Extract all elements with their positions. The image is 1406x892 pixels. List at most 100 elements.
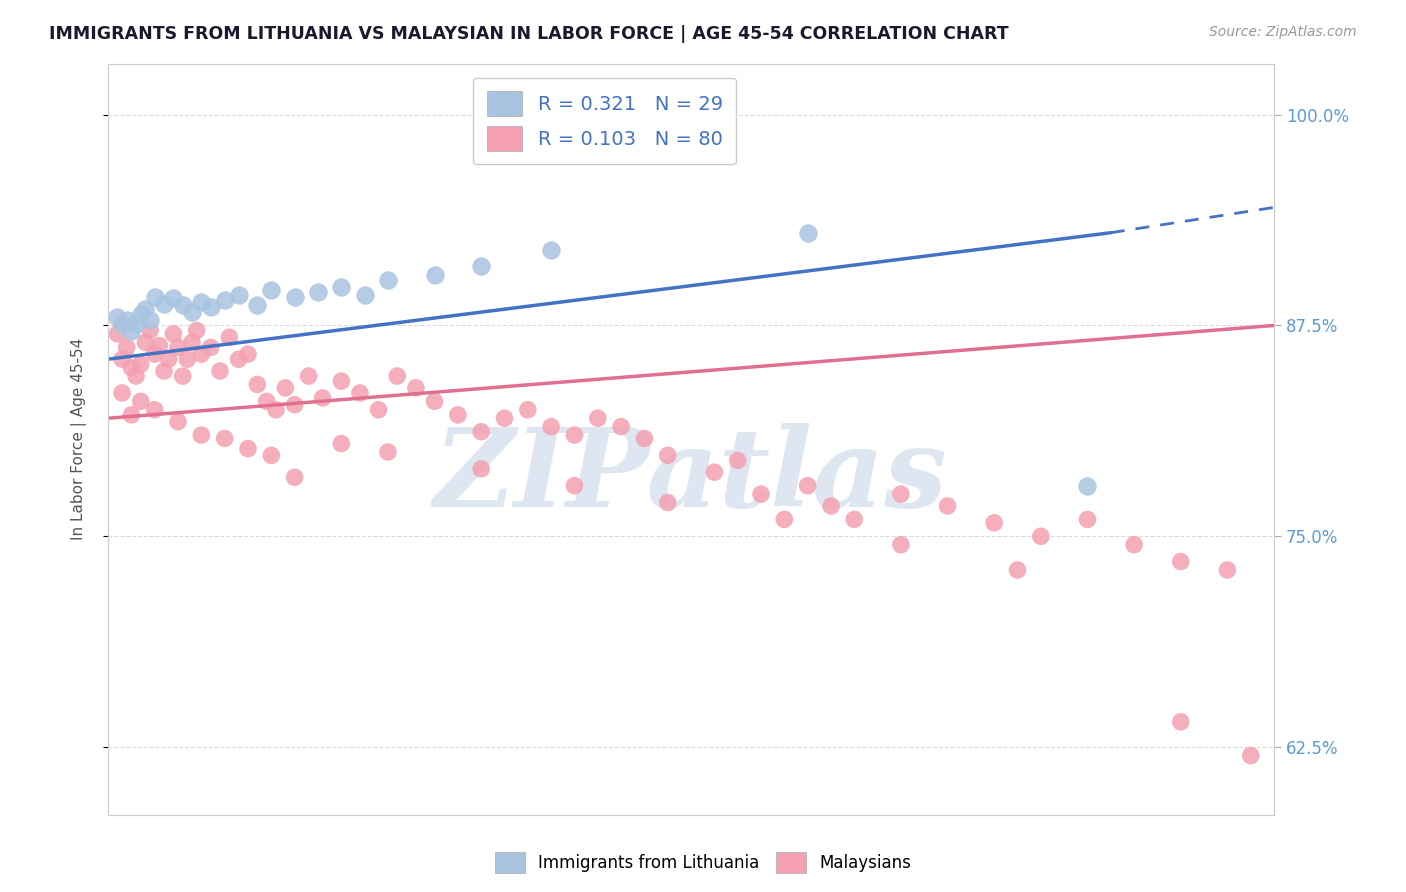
- Point: [983, 516, 1005, 530]
- Point: [190, 428, 212, 442]
- Point: [405, 381, 427, 395]
- Point: [143, 290, 166, 304]
- Point: [564, 428, 586, 442]
- Point: [890, 538, 912, 552]
- Point: [228, 352, 250, 367]
- Point: [749, 487, 772, 501]
- Point: [181, 305, 204, 319]
- Legend: R = 0.321   N = 29, R = 0.103   N = 80: R = 0.321 N = 29, R = 0.103 N = 80: [474, 78, 737, 164]
- Point: [1029, 529, 1052, 543]
- Point: [284, 398, 307, 412]
- Point: [143, 347, 166, 361]
- Point: [176, 352, 198, 367]
- Point: [236, 347, 259, 361]
- Point: [423, 394, 446, 409]
- Point: [330, 279, 353, 293]
- Point: [311, 391, 333, 405]
- Point: [111, 352, 134, 367]
- Text: ZIPatlas: ZIPatlas: [434, 423, 948, 531]
- Point: [564, 478, 586, 492]
- Point: [387, 369, 409, 384]
- Point: [129, 394, 152, 409]
- Point: [540, 243, 562, 257]
- Point: [470, 462, 492, 476]
- Point: [330, 436, 353, 450]
- Point: [349, 386, 371, 401]
- Point: [610, 419, 633, 434]
- Point: [190, 347, 212, 361]
- Point: [470, 260, 492, 274]
- Point: [377, 273, 399, 287]
- Point: [284, 470, 307, 484]
- Point: [148, 339, 170, 353]
- Point: [214, 293, 236, 308]
- Point: [586, 411, 609, 425]
- Point: [143, 402, 166, 417]
- Point: [330, 374, 353, 388]
- Point: [367, 402, 389, 417]
- Point: [214, 432, 236, 446]
- Point: [936, 499, 959, 513]
- Point: [890, 487, 912, 501]
- Point: [172, 298, 194, 312]
- Point: [423, 268, 446, 282]
- Point: [167, 415, 190, 429]
- Point: [120, 360, 142, 375]
- Point: [129, 307, 152, 321]
- Y-axis label: In Labor Force | Age 45-54: In Labor Force | Age 45-54: [72, 338, 87, 541]
- Point: [773, 512, 796, 526]
- Point: [516, 402, 538, 417]
- Point: [200, 300, 222, 314]
- Point: [115, 313, 138, 327]
- Point: [1076, 512, 1098, 526]
- Point: [796, 478, 818, 492]
- Point: [139, 313, 162, 327]
- Point: [208, 364, 231, 378]
- Point: [1007, 563, 1029, 577]
- Point: [111, 386, 134, 401]
- Point: [246, 298, 269, 312]
- Text: IMMIGRANTS FROM LITHUANIA VS MALAYSIAN IN LABOR FORCE | AGE 45-54 CORRELATION CH: IMMIGRANTS FROM LITHUANIA VS MALAYSIAN I…: [49, 25, 1010, 43]
- Point: [540, 419, 562, 434]
- Point: [139, 324, 162, 338]
- Point: [162, 292, 184, 306]
- Point: [190, 294, 212, 309]
- Point: [1240, 748, 1263, 763]
- Point: [264, 402, 287, 417]
- Point: [153, 296, 176, 310]
- Point: [105, 310, 128, 324]
- Legend: Immigrants from Lithuania, Malaysians: Immigrants from Lithuania, Malaysians: [488, 846, 918, 880]
- Point: [1170, 714, 1192, 729]
- Point: [470, 425, 492, 439]
- Point: [162, 326, 184, 341]
- Point: [307, 285, 329, 299]
- Point: [134, 301, 156, 316]
- Point: [657, 495, 679, 509]
- Point: [447, 408, 470, 422]
- Point: [129, 357, 152, 371]
- Point: [120, 324, 142, 338]
- Point: [657, 448, 679, 462]
- Point: [120, 408, 142, 422]
- Point: [353, 288, 375, 302]
- Point: [246, 377, 269, 392]
- Point: [703, 465, 725, 479]
- Point: [1216, 563, 1239, 577]
- Point: [796, 226, 818, 240]
- Point: [157, 352, 180, 367]
- Point: [200, 340, 222, 354]
- Point: [125, 317, 148, 331]
- Point: [228, 288, 250, 302]
- Point: [172, 369, 194, 384]
- Point: [494, 411, 516, 425]
- Point: [153, 364, 176, 378]
- Point: [167, 340, 190, 354]
- Point: [256, 394, 278, 409]
- Point: [134, 335, 156, 350]
- Point: [260, 448, 283, 462]
- Point: [1170, 555, 1192, 569]
- Point: [377, 445, 399, 459]
- Point: [125, 369, 148, 384]
- Point: [236, 442, 259, 456]
- Point: [844, 512, 866, 526]
